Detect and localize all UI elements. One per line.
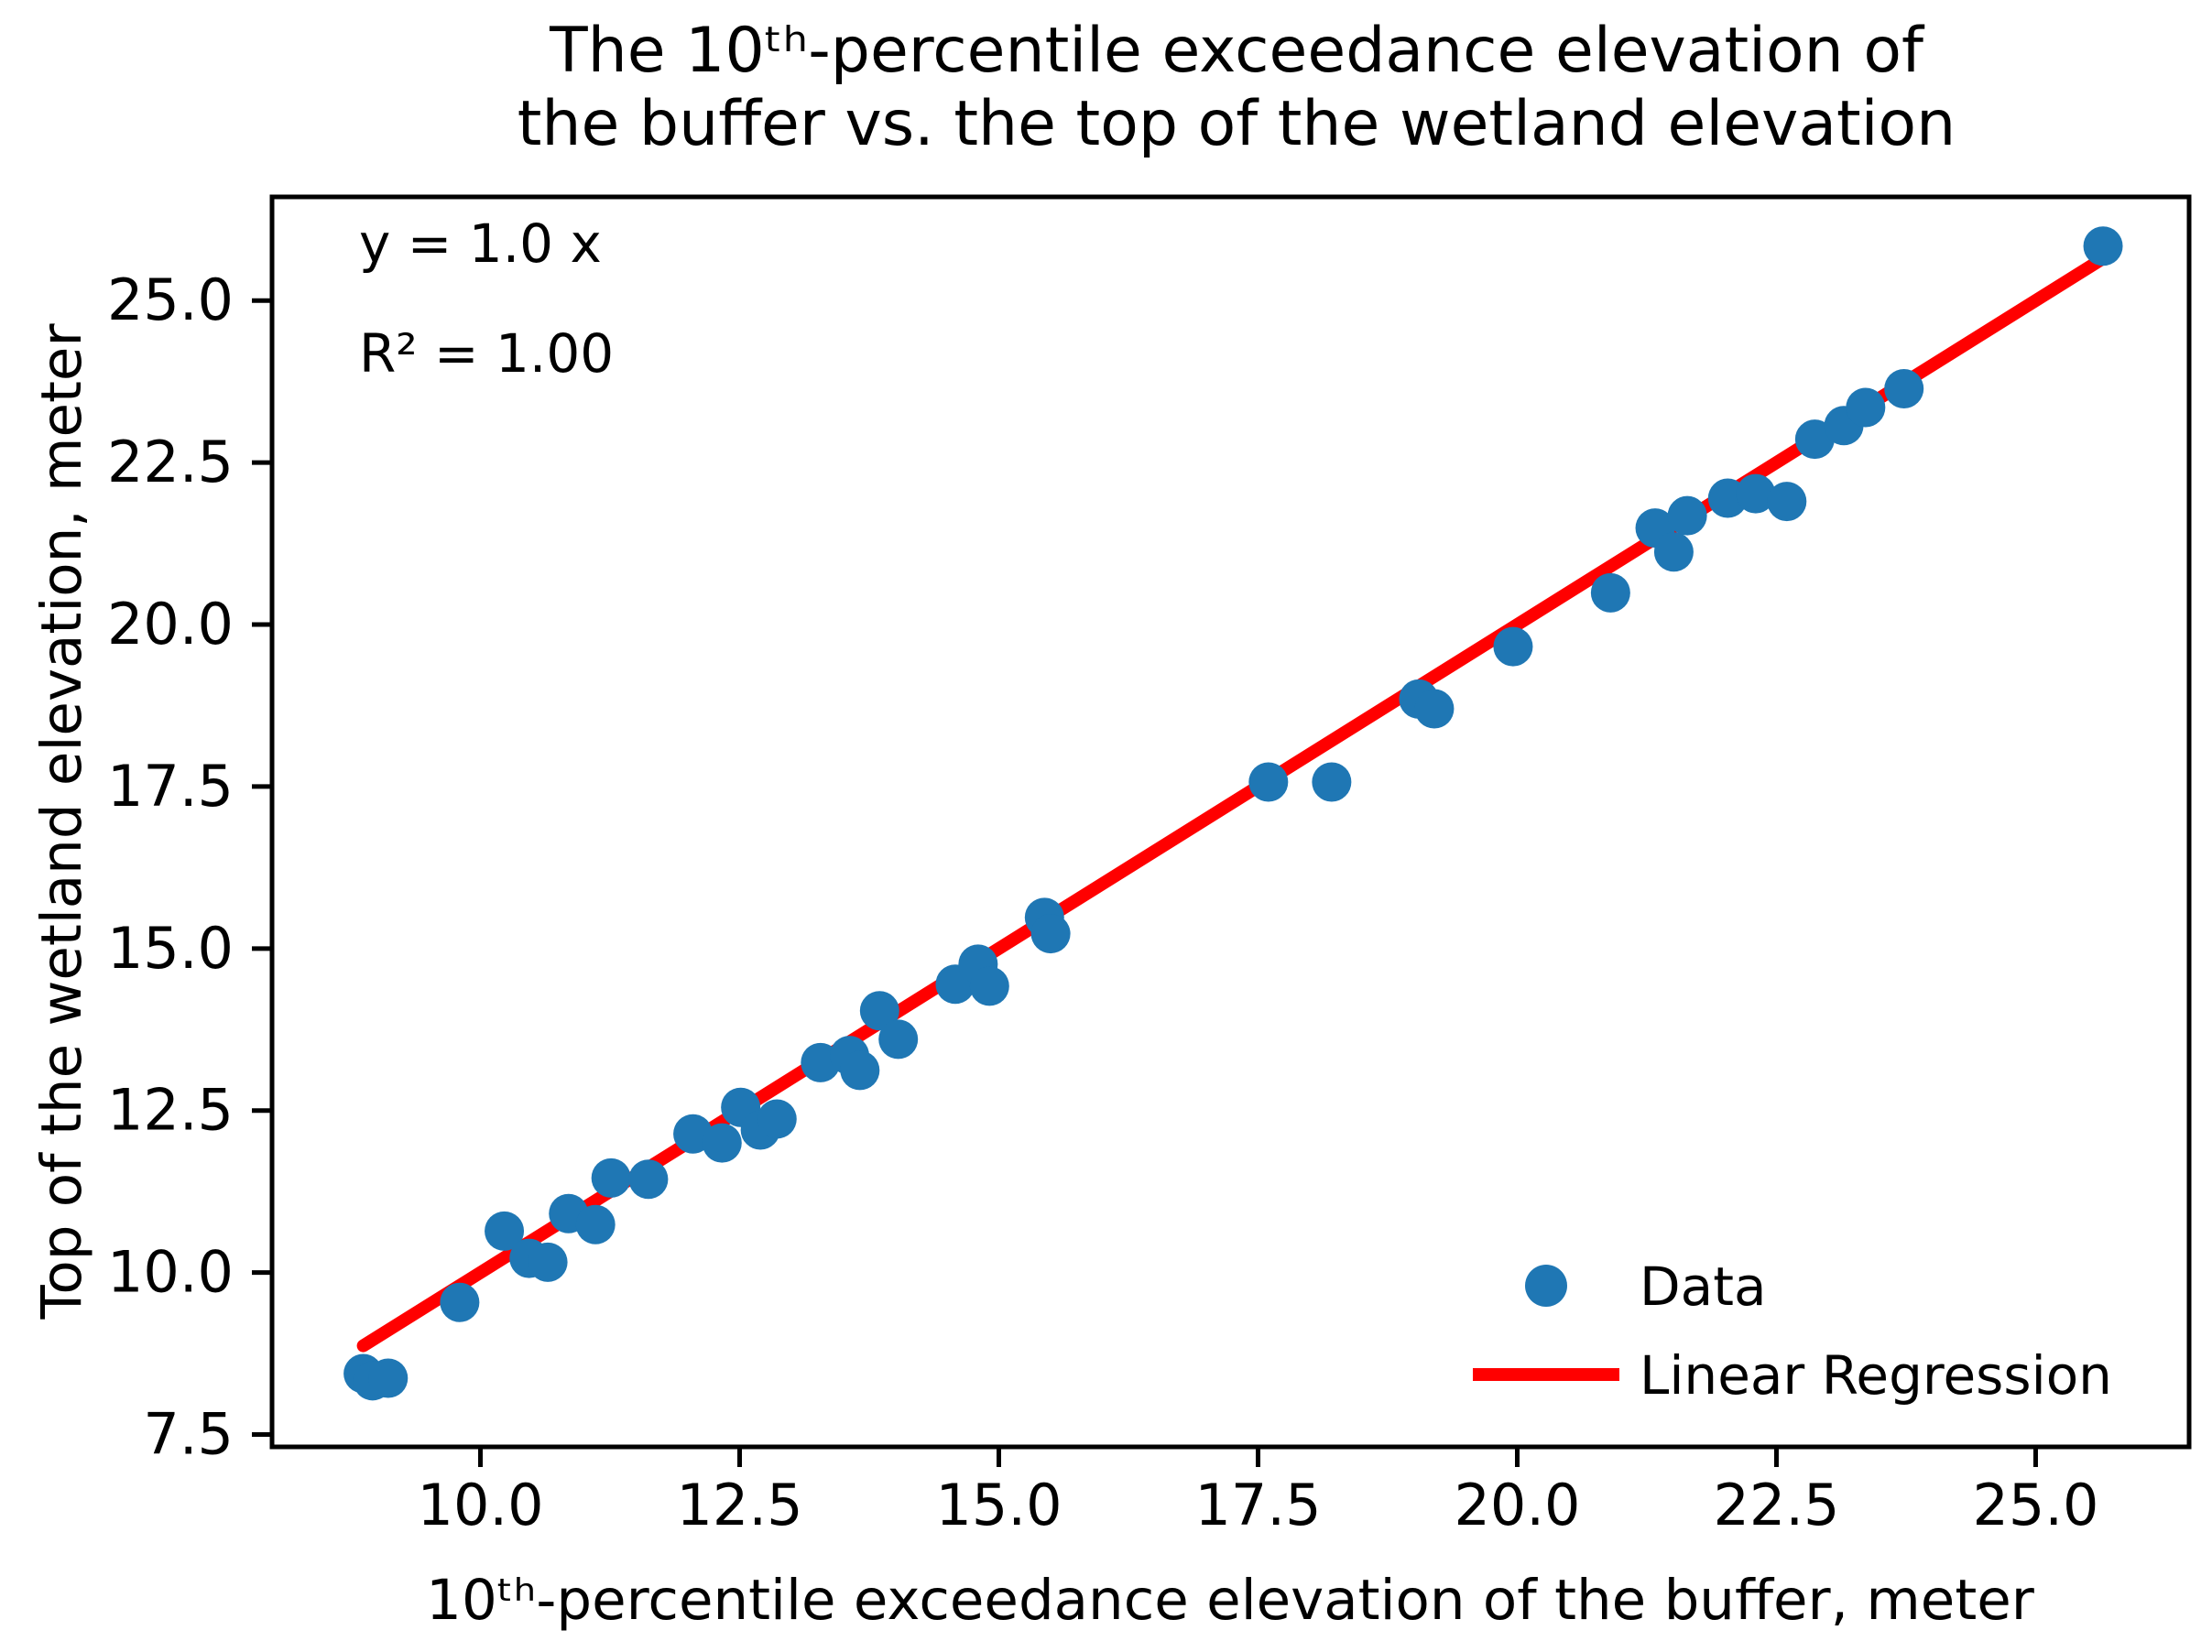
- x-tick-label: 25.0: [1972, 1472, 2098, 1538]
- y-tick-label: 22.5: [107, 429, 234, 495]
- data-point: [969, 966, 1009, 1006]
- equation-annotation: y = 1.0 x: [359, 212, 602, 275]
- data-point: [702, 1123, 742, 1163]
- data-point: [368, 1358, 409, 1398]
- y-tick-label: 7.5: [143, 1401, 234, 1468]
- x-tick-label: 10.0: [418, 1472, 544, 1538]
- y-tick-label: 12.5: [107, 1077, 234, 1144]
- data-point: [1884, 368, 1924, 408]
- x-ticks: 10.0 12.5 15.0 17.5 20.0 22.5 25.0: [418, 1447, 2098, 1538]
- data-point: [528, 1242, 568, 1282]
- data-point: [1846, 387, 1886, 428]
- data-point: [1653, 532, 1694, 572]
- y-tick-label: 15.0: [107, 915, 234, 982]
- data-point: [1767, 482, 1807, 522]
- data-point: [440, 1282, 480, 1322]
- legend: Data Linear Regression: [1473, 1255, 2112, 1407]
- y-tick-label: 25.0: [107, 266, 234, 333]
- scatter-series: [343, 226, 2123, 1401]
- x-tick-label: 22.5: [1713, 1472, 1839, 1538]
- data-point: [1030, 914, 1071, 954]
- legend-data-label: Data: [1640, 1255, 1767, 1318]
- data-point: [2083, 226, 2123, 266]
- data-point: [1248, 762, 1289, 802]
- data-point: [1736, 473, 1776, 514]
- legend-data-marker: [1525, 1265, 1567, 1307]
- r-squared-annotation: R² = 1.00: [359, 322, 614, 385]
- data-point: [757, 1099, 797, 1139]
- y-axis-label: Top of the wetland elevation, meter: [29, 323, 94, 1321]
- x-tick-label: 20.0: [1454, 1472, 1580, 1538]
- chart-title-line1: The 10ᵗʰ-percentile exceedance elevation…: [549, 15, 1925, 87]
- data-point: [485, 1211, 525, 1251]
- chart-title-line2: the buffer vs. the top of the wetland el…: [518, 88, 1956, 160]
- y-tick-label: 10.0: [107, 1239, 234, 1306]
- data-point: [628, 1159, 669, 1200]
- data-point: [859, 991, 899, 1031]
- data-point: [1667, 495, 1707, 536]
- x-tick-label: 12.5: [676, 1472, 802, 1538]
- y-tick-label: 17.5: [107, 753, 234, 820]
- data-point: [591, 1157, 631, 1198]
- data-point: [1312, 762, 1352, 802]
- y-ticks: 7.5 10.0 12.5 15.0 17.5 20.0 22.5 25.0: [107, 266, 272, 1468]
- data-point: [1414, 689, 1455, 729]
- x-tick-label: 15.0: [935, 1472, 1062, 1538]
- x-axis-label: 10ᵗʰ-percentile exceedance elevation of …: [426, 1568, 2035, 1633]
- data-point: [878, 1019, 919, 1060]
- data-point: [840, 1050, 880, 1091]
- x-tick-label: 17.5: [1194, 1472, 1321, 1538]
- y-tick-label: 20.0: [107, 591, 234, 658]
- plot-frame: [269, 194, 2192, 1450]
- data-point: [1493, 626, 1533, 667]
- data-point: [1590, 572, 1630, 613]
- legend-regression-label: Linear Regression: [1640, 1344, 2112, 1407]
- data-point: [575, 1204, 616, 1244]
